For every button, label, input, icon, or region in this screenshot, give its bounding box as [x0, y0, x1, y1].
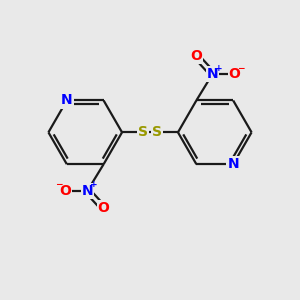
Text: S: S: [152, 125, 162, 139]
Text: O: O: [229, 67, 241, 81]
Text: N: N: [61, 94, 73, 107]
Text: N: N: [207, 67, 218, 81]
Text: O: O: [59, 184, 71, 198]
Text: O: O: [98, 201, 109, 215]
Text: −: −: [237, 64, 245, 73]
Text: +: +: [215, 64, 223, 73]
Text: N: N: [227, 157, 239, 171]
Text: O: O: [190, 49, 202, 63]
Text: −: −: [55, 180, 63, 189]
Text: +: +: [90, 180, 98, 189]
Text: N: N: [82, 184, 93, 198]
Text: S: S: [138, 125, 148, 139]
